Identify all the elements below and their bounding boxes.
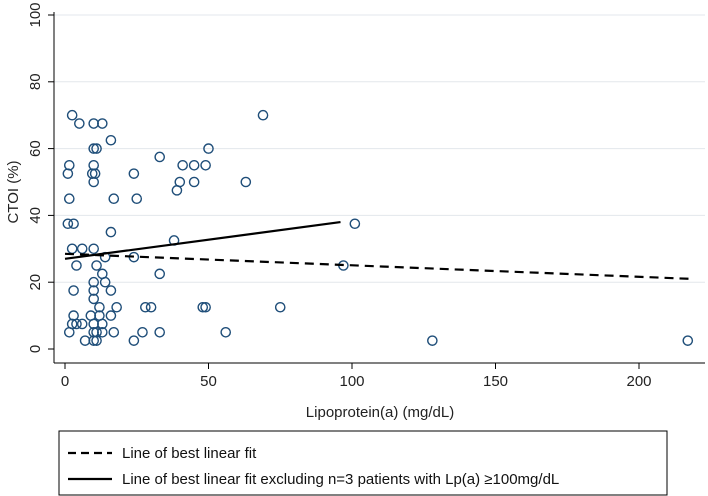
gridlines [54,14,705,283]
data-point-24 [64,193,75,204]
data-point-70 [154,326,166,338]
data-point-28 [68,218,79,230]
data-point-22 [240,176,252,188]
data-point-34 [88,243,99,255]
legend-box [58,430,668,496]
data-point-42 [88,276,99,288]
x-tick-label-50: 50 [200,373,217,390]
axis-ticks: 0 20 40 60 80 100 0 50 100 150 200 [27,2,652,390]
data-point-71 [220,326,232,338]
legend: Line of best linear fit Line of best lin… [58,430,668,496]
data-point-4 [257,109,269,121]
data-point-64 [64,326,75,338]
x-tick-label-100: 100 [339,373,364,390]
data-point-50 [140,301,151,313]
y-tick-label-60: 60 [27,140,44,157]
data-point-19 [88,176,99,188]
data-point-61 [76,318,88,330]
data-point-12 [177,159,188,171]
data-point-13 [188,159,200,171]
data-point-0 [66,109,78,121]
data-point-43 [99,276,111,288]
data-point-63 [97,318,108,330]
y-tick-label-100: 100 [27,2,44,27]
data-point-68 [108,326,120,338]
fit-lines [64,220,691,280]
data-point-6 [88,143,99,154]
data-point-9 [154,151,166,163]
data-point-27 [62,218,74,230]
x-axis-title: Lipoprotein(a) (mg/dL) [306,404,454,421]
data-point-45 [88,285,99,296]
x-tick-label-200: 200 [626,373,651,390]
data-point-7 [91,143,102,154]
data-point-21 [188,176,200,188]
data-point-15 [62,168,74,179]
scatter-points [62,109,694,346]
data-point-3 [97,118,108,129]
data-point-37 [71,260,82,271]
data-point-49 [111,301,122,313]
x-tick-label-0: 0 [61,373,69,390]
data-point-58 [105,310,117,321]
data-point-47 [88,293,99,305]
data-point-77 [682,335,694,346]
y-tick-label-40: 40 [27,207,44,224]
data-point-52 [197,301,209,313]
data-point-69 [137,326,148,338]
data-point-38 [91,260,102,271]
data-point-44 [68,285,79,296]
x-tick-label-150: 150 [483,373,508,390]
data-point-73 [88,335,99,346]
data-point-29 [349,218,361,230]
y-axis-title: CTOI (%) [5,160,22,223]
y-tick-label-0: 0 [27,345,44,353]
data-point-76 [427,335,438,346]
y-tick-label-80: 80 [27,73,44,90]
data-point-74 [91,335,102,346]
data-point-54 [274,301,286,313]
data-point-48 [94,301,105,313]
data-point-5 [105,134,117,146]
data-point-18 [128,168,140,179]
data-point-46 [105,285,117,296]
data-point-67 [97,326,108,338]
legend-entry-dashed: Line of best linear fit [122,445,257,462]
fit-line-excluding [64,220,341,260]
data-point-41 [154,268,166,280]
data-point-53 [200,301,211,313]
data-point-25 [108,193,120,204]
y-tick-label-20: 20 [27,274,44,291]
data-point-75 [128,335,140,346]
data-point-30 [105,226,117,238]
data-point-51 [145,301,157,313]
data-point-26 [131,193,143,204]
data-point-8 [203,143,214,154]
data-point-23 [171,185,183,196]
data-point-1 [74,118,85,129]
data-point-14 [200,159,211,171]
legend-entry-solid: Line of best linear fit excluding n=3 pa… [122,471,559,488]
data-point-60 [71,318,82,330]
